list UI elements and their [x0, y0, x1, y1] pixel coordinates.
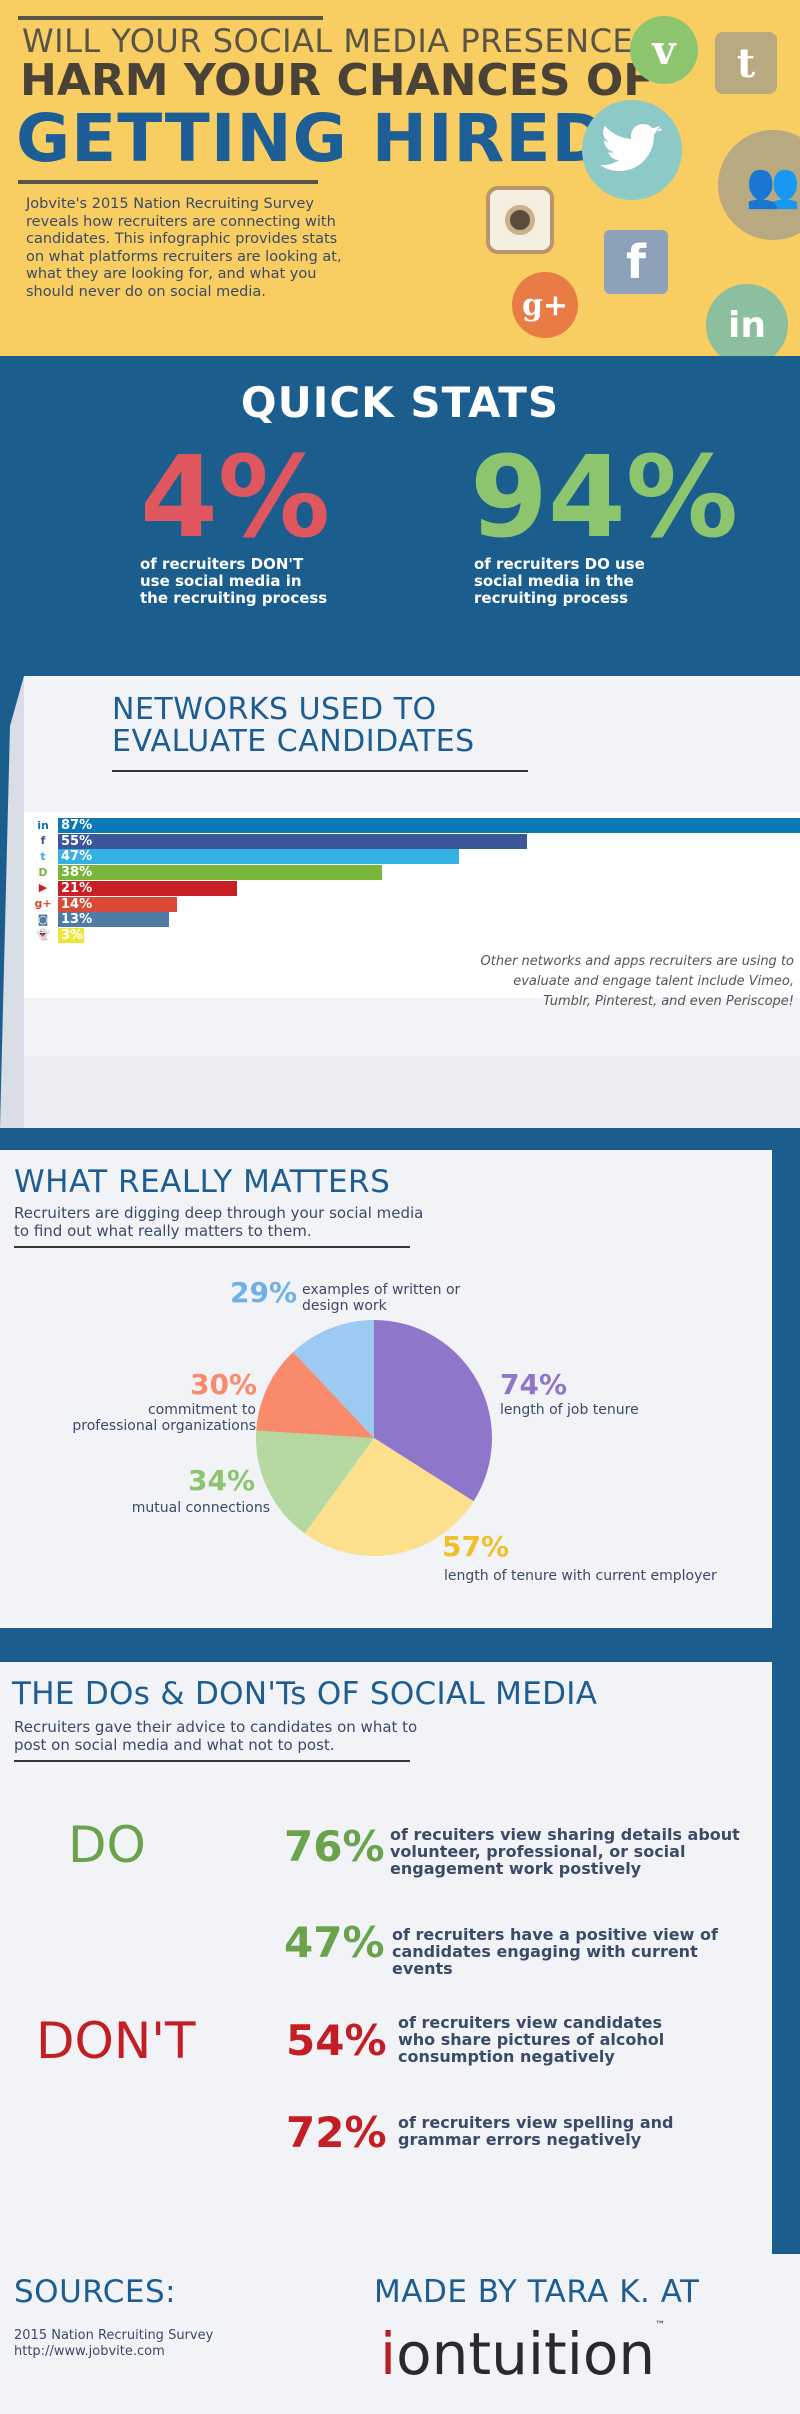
network-bar-6: 13% — [58, 912, 169, 928]
quick-stats-section: QUICK STATS 4% of recruiters DON'T use s… — [0, 356, 800, 676]
iontuition-logo: iontuition™ — [380, 2320, 666, 2388]
stat-dont-use-value: 4% — [140, 433, 331, 563]
quick-stats-title: QUICK STATS — [240, 378, 560, 427]
header-description: Jobvite's 2015 Nation Recruiting Survey … — [26, 196, 342, 300]
networks-bar-chart: in 87% f 55% t 47% D 38% ▶ 21% g+ 14% ◙ 13% 👻 3% — [24, 812, 800, 998]
group-icon: 👥 — [718, 130, 800, 240]
headline-line-1: WILL YOUR SOCIAL MEDIA PRESENCE — [22, 22, 634, 60]
dont-stat-2-value: 72% — [286, 2108, 387, 2157]
dont-stat-2-text: of recruiters view spelling and grammar … — [398, 2113, 674, 2149]
pie-slice-2 — [256, 1430, 374, 1534]
network-icon-2: t — [40, 849, 46, 863]
what-matters-title: WHAT REALLY MATTERS — [14, 1164, 391, 1200]
network-bar-0: 87% — [58, 818, 800, 833]
do-stat-2-text: of recruiters have a positive view of ca… — [392, 1925, 718, 1978]
network-icon-7: 👻 — [36, 928, 50, 942]
slice-professional-orgs-label: commitment to professional organizations — [72, 1402, 256, 1434]
google-plus-icon: g+ — [512, 272, 578, 338]
network-bar-label-2: 47% — [61, 849, 93, 865]
dont-heading: DON'T — [36, 2012, 196, 2070]
dos-donts-subtitle: Recruiters gave their advice to candidat… — [14, 1718, 418, 1754]
slice-mutual-connections-label: mutual connections — [131, 1500, 270, 1516]
sources-title: SOURCES: — [14, 2274, 177, 2310]
slice-current-employer-label: length of tenure with current employer — [444, 1568, 717, 1584]
dos-donts-rule — [14, 1760, 410, 1762]
what-matters-subtitle: Recruiters are digging deep through your… — [14, 1204, 424, 1240]
pie-slice-4 — [293, 1320, 374, 1438]
stat-dont-use-label: of recruiters DON'T use social media in … — [140, 555, 328, 607]
network-icon-6: ◙ — [37, 912, 49, 926]
pie-slice-1 — [304, 1438, 474, 1556]
network-icon-3: D — [38, 865, 48, 879]
slice-mutual-connections-value: 34% — [188, 1464, 256, 1497]
networks-title-line-1: NETWORKS USED TO — [112, 692, 437, 727]
headline-line-2: HARM YOUR CHANCES OF — [20, 55, 654, 106]
network-bar-1: 55% — [58, 833, 528, 849]
slice-written-work-label: examples of written or design work — [302, 1282, 461, 1314]
header-top-rule — [18, 16, 323, 20]
headline-line-3: GETTING HIRED? — [16, 100, 647, 177]
stat-do-use-value: 94% — [470, 433, 739, 563]
instagram-icon — [486, 186, 554, 254]
network-bar-2: 47% — [58, 849, 459, 865]
pie-slice-0 — [374, 1320, 492, 1502]
do-stat-1-text: of recuiters view sharing details about … — [390, 1825, 740, 1878]
network-bar-label-3: 38% — [61, 865, 93, 881]
dos-donts-title: THE DOs & DON'Ts OF SOCIAL MEDIA — [12, 1676, 598, 1712]
network-icon-0: in — [37, 818, 49, 832]
tumblr-icon: t — [715, 32, 777, 94]
network-icon-5: g+ — [34, 897, 52, 910]
network-bar-3: 38% — [58, 865, 383, 881]
panel-shadow-wedge — [0, 676, 24, 1128]
twitter-icon — [582, 100, 682, 200]
do-heading: DO — [68, 1816, 146, 1874]
linkedin-icon: in — [706, 284, 788, 356]
header-bottom-rule — [18, 180, 318, 184]
networks-panel: NETWORKS USED TO EVALUATE CANDIDATES in 8… — [24, 676, 800, 1056]
facebook-icon: f — [604, 230, 668, 294]
do-stat-1-value: 76% — [284, 1822, 385, 1871]
networks-footer-band — [24, 1056, 800, 1128]
dont-stat-1-value: 54% — [286, 2016, 387, 2065]
network-bar-label-4: 21% — [61, 880, 93, 896]
pie-slice-3 — [256, 1351, 374, 1438]
network-icon-4: ▶ — [38, 881, 48, 895]
network-bar-label-0: 87% — [61, 818, 93, 833]
dos-donts-panel: THE DOs & DON'Ts OF SOCIAL MEDIA Recruit… — [0, 1662, 772, 2254]
networks-title-rule — [112, 770, 528, 772]
stat-do-use-label: of recruiters DO use social media in the… — [474, 555, 645, 607]
what-matters-panel: WHAT REALLY MATTERS Recruiters are diggi… — [0, 1150, 772, 1628]
slice-professional-orgs-value: 30% — [190, 1368, 258, 1401]
network-bar-label-7: 3% — [61, 927, 84, 943]
other-networks-note: Other networks and apps recruiters are u… — [480, 954, 794, 1009]
header-banner: WILL YOUR SOCIAL MEDIA PRESENCE HARM YOU… — [0, 0, 800, 356]
network-bar-4: 21% — [58, 880, 238, 896]
dont-stat-1-text: of recruiters view candidates who share … — [398, 2013, 665, 2066]
network-bar-label-5: 14% — [61, 896, 93, 912]
networks-title: NETWORKS USED TO EVALUATE CANDIDATES — [112, 694, 475, 758]
network-bar-7: 3% — [58, 927, 84, 943]
do-stat-2-value: 47% — [284, 1918, 385, 1967]
networks-title-line-2: EVALUATE CANDIDATES — [112, 724, 475, 759]
source-link[interactable]: http://www.jobvite.com — [14, 2344, 165, 2359]
network-bar-5: 14% — [58, 896, 178, 912]
network-bar-label-1: 55% — [61, 833, 93, 849]
network-bar-label-6: 13% — [61, 912, 93, 928]
footer-panel: SOURCES: 2015 Nation Recruiting Survey h… — [0, 2254, 800, 2414]
made-by-credit: MADE BY TARA K. AT — [374, 2274, 700, 2310]
what-matters-pie-chart — [256, 1320, 492, 1556]
network-icon-1: f — [40, 834, 46, 848]
slice-job-tenure-label: length of job tenure — [500, 1402, 639, 1418]
slice-current-employer-value: 57% — [442, 1530, 510, 1563]
vimeo-icon: v — [630, 16, 698, 84]
source-survey: 2015 Nation Recruiting Survey — [14, 2328, 214, 2343]
what-matters-rule — [14, 1246, 410, 1248]
slice-written-work-value: 29% — [230, 1276, 298, 1309]
slice-job-tenure-value: 74% — [500, 1368, 568, 1401]
